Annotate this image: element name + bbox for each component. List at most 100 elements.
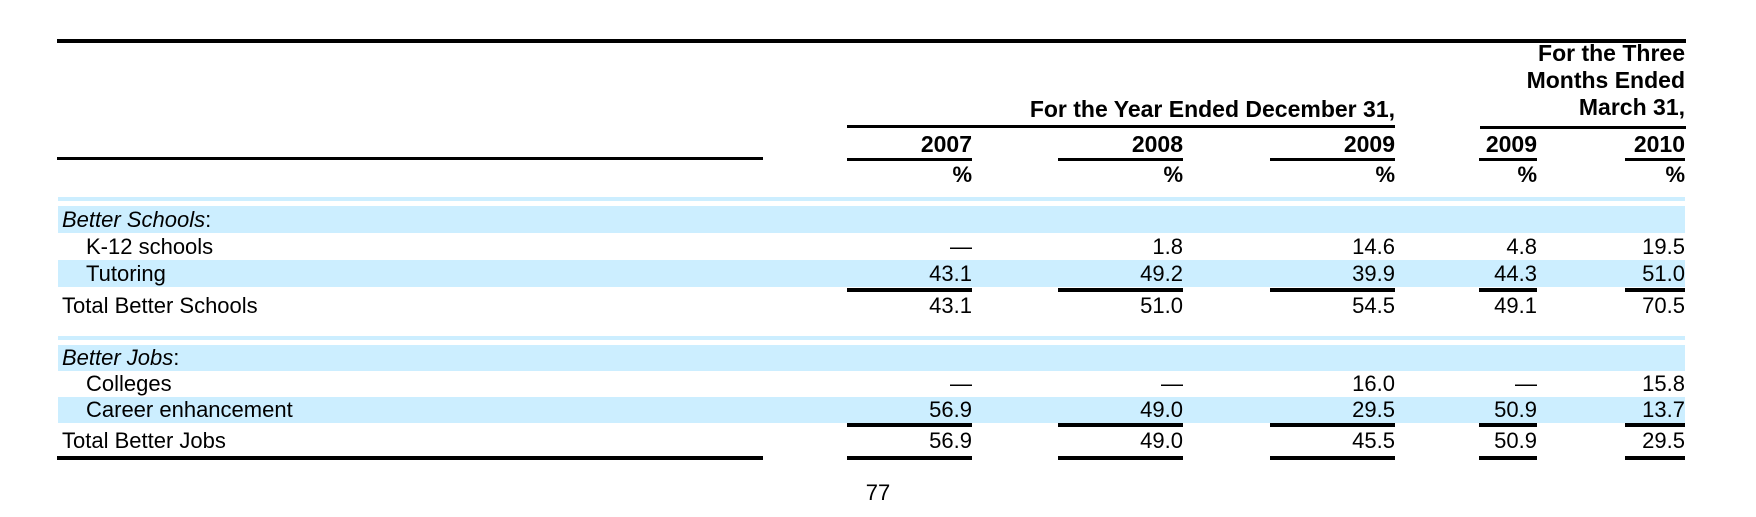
section-name: Better Jobs bbox=[62, 345, 174, 370]
header-three-months-line1: For the Three bbox=[1538, 40, 1685, 66]
percent-header-row: % % % % % bbox=[0, 163, 1756, 187]
row-label: Better Jobs: bbox=[62, 345, 179, 371]
total-rule bbox=[1270, 456, 1395, 460]
value-cell: 54.5 bbox=[1352, 293, 1395, 318]
subtotal-rule bbox=[1625, 423, 1685, 427]
value-cell: 50.9 bbox=[1494, 428, 1537, 453]
table-row-total-better-jobs: Total Better Jobs 56.9 49.0 45.5 50.9 29… bbox=[0, 427, 1756, 454]
section-name: Better Schools bbox=[62, 207, 206, 232]
value-cell: 43.1 bbox=[929, 293, 972, 318]
value-cell: — bbox=[950, 371, 972, 396]
value-cell: 49.1 bbox=[1494, 293, 1537, 318]
row-label: Career enhancement bbox=[86, 397, 293, 422]
table-row-tutoring: Tutoring 43.1 49.2 39.9 44.3 51.0 bbox=[0, 260, 1756, 287]
percent-header: % bbox=[1665, 162, 1685, 187]
highlight-band-better-schools bbox=[58, 206, 1685, 233]
highlight-strip bbox=[58, 197, 1685, 201]
section-colon: : bbox=[205, 207, 212, 232]
year-underline bbox=[847, 158, 972, 161]
value-cell: 19.5 bbox=[1642, 234, 1685, 259]
subtotal-rule bbox=[847, 288, 972, 292]
year-underline bbox=[1625, 158, 1685, 161]
subtotal-rule bbox=[1479, 288, 1537, 292]
value-cell: 43.1 bbox=[929, 261, 972, 286]
value-cell: 45.5 bbox=[1352, 428, 1395, 453]
value-cell: 51.0 bbox=[1642, 261, 1685, 286]
subtotal-rule bbox=[1479, 423, 1537, 427]
value-cell: 29.5 bbox=[1352, 397, 1395, 422]
value-cell: 51.0 bbox=[1140, 293, 1183, 318]
year-header: 2008 bbox=[1131, 131, 1183, 157]
table-top-rule bbox=[57, 39, 1686, 43]
year-header: 2009 bbox=[1343, 131, 1395, 157]
three-months-group-rule bbox=[1480, 126, 1686, 129]
label-column-header-rule bbox=[57, 157, 763, 160]
highlight-band-better-jobs bbox=[58, 345, 1685, 371]
highlight-band-tutoring bbox=[58, 260, 1685, 287]
value-cell: — bbox=[950, 234, 972, 259]
value-cell: 49.0 bbox=[1140, 397, 1183, 422]
header-three-months: For the Three Months Ended March 31, bbox=[1285, 40, 1685, 121]
percent-header: % bbox=[1375, 162, 1395, 187]
year-header: 2010 bbox=[1633, 131, 1685, 157]
section-colon: : bbox=[173, 345, 180, 370]
value-cell: 50.9 bbox=[1494, 397, 1537, 422]
year-header: 2009 bbox=[1485, 131, 1537, 157]
value-cell: 14.6 bbox=[1352, 234, 1395, 259]
value-cell: 70.5 bbox=[1642, 293, 1685, 318]
subtotal-rule bbox=[1058, 288, 1183, 292]
highlight-strip bbox=[58, 336, 1685, 340]
label-column-bottom-rule bbox=[57, 456, 763, 460]
table-row-colleges: Colleges — — 16.0 — 15.8 bbox=[0, 371, 1756, 397]
table-row-total-better-schools: Total Better Schools 43.1 51.0 54.5 49.1… bbox=[0, 292, 1756, 319]
header-three-months-line3: March 31, bbox=[1578, 94, 1685, 120]
value-cell: 4.8 bbox=[1506, 234, 1537, 259]
value-cell: 44.3 bbox=[1494, 261, 1537, 286]
value-cell: 16.0 bbox=[1352, 371, 1395, 396]
page-number: 77 bbox=[865, 480, 891, 505]
year-ended-group-rule bbox=[847, 125, 1395, 128]
value-cell: — bbox=[1161, 371, 1183, 396]
value-cell: 49.2 bbox=[1140, 261, 1183, 286]
total-rule bbox=[1625, 456, 1685, 460]
value-cell: 29.5 bbox=[1642, 428, 1685, 453]
percent-header: % bbox=[952, 162, 972, 187]
percent-header: % bbox=[1517, 162, 1537, 187]
value-cell: 49.0 bbox=[1140, 428, 1183, 453]
highlight-band-career-enhancement bbox=[58, 397, 1685, 423]
row-label: Total Better Jobs bbox=[62, 428, 226, 453]
row-label: Tutoring bbox=[86, 261, 166, 286]
header-three-months-line2: Months Ended bbox=[1526, 67, 1685, 93]
value-cell: 56.9 bbox=[929, 397, 972, 422]
table-row-better-jobs: Better Jobs: bbox=[0, 345, 1756, 371]
total-rule bbox=[1479, 456, 1537, 460]
row-label: K-12 schools bbox=[86, 234, 214, 259]
year-header: 2007 bbox=[920, 131, 972, 157]
row-label: Total Better Schools bbox=[62, 293, 258, 318]
value-cell: 15.8 bbox=[1642, 371, 1685, 396]
row-label: Better Schools: bbox=[62, 206, 211, 233]
value-cell: 1.8 bbox=[1152, 234, 1183, 259]
subtotal-rule bbox=[847, 423, 972, 427]
year-underline bbox=[1058, 158, 1183, 161]
year-underline bbox=[1270, 158, 1395, 161]
subtotal-rule bbox=[1058, 423, 1183, 427]
row-label: Colleges bbox=[86, 371, 172, 396]
total-rule bbox=[847, 456, 972, 460]
header-year-ended: For the Year Ended December 31, bbox=[1029, 96, 1395, 122]
table-row-career-enhancement: Career enhancement 56.9 49.0 29.5 50.9 1… bbox=[0, 397, 1756, 423]
value-cell: 13.7 bbox=[1642, 397, 1685, 422]
subtotal-rule bbox=[1270, 423, 1395, 427]
year-header-row: 2007 2008 2009 2009 2010 bbox=[0, 131, 1756, 157]
value-cell: 56.9 bbox=[929, 428, 972, 453]
table-row-k12-schools: K-12 schools — 1.8 14.6 4.8 19.5 bbox=[0, 233, 1756, 260]
table-row-better-schools: Better Schools: bbox=[0, 206, 1756, 233]
total-rule bbox=[1058, 456, 1183, 460]
subtotal-rule bbox=[1270, 288, 1395, 292]
percent-header: % bbox=[1163, 162, 1183, 187]
year-underline bbox=[1479, 158, 1537, 161]
value-cell: — bbox=[1515, 371, 1537, 396]
value-cell: 39.9 bbox=[1352, 261, 1395, 286]
subtotal-rule bbox=[1625, 288, 1685, 292]
